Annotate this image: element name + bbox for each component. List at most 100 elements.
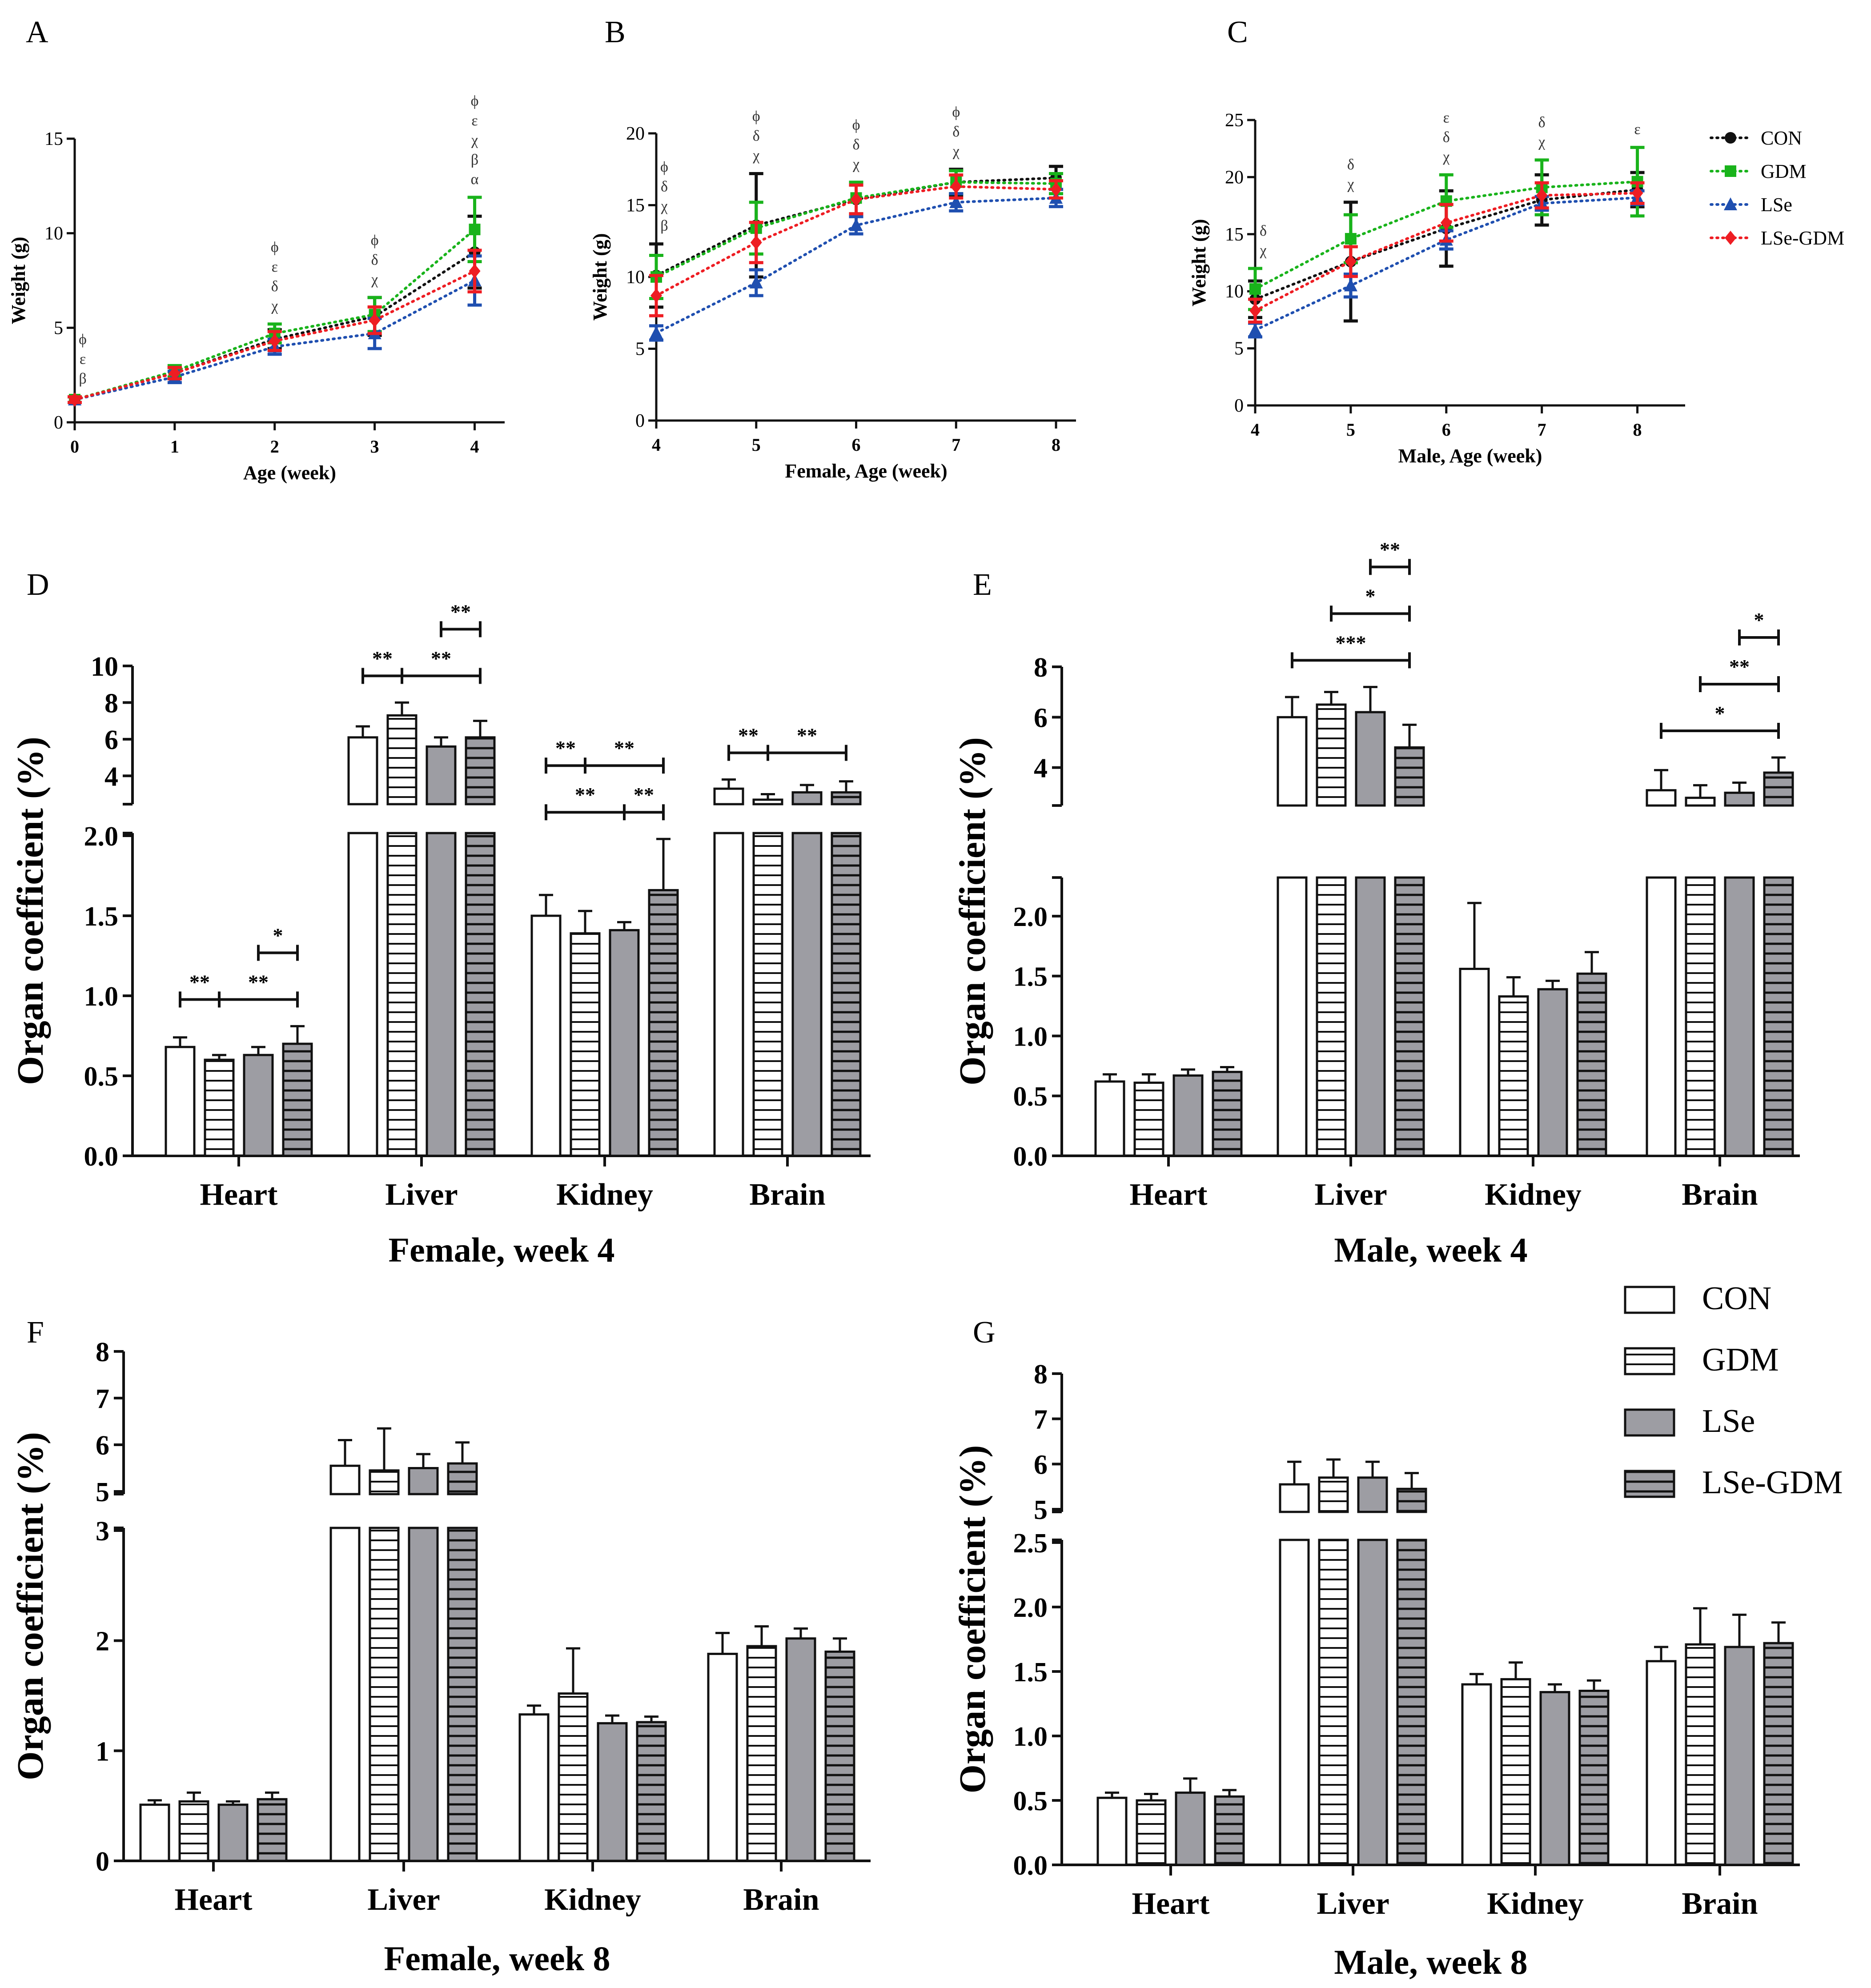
y-tick-label: 5: [1034, 1495, 1048, 1525]
bar-group-heart: [165, 1025, 313, 1157]
bar-heart-lse: [1175, 1792, 1206, 1866]
x-axis-label: Female, Age (week): [785, 460, 947, 482]
bar-liver-con: [1279, 1539, 1310, 1866]
y-tick-label: 0.5: [84, 1062, 119, 1092]
axes: 0 5 10 15 0 1 2 3 4 Age (week) Weight (g): [8, 129, 505, 484]
data-point-lse-gdm: [950, 179, 962, 194]
data-point-lse-gdm: [369, 313, 381, 328]
y-tick-label: 6: [1034, 1450, 1048, 1480]
annotation-symbol: ϕ: [471, 93, 479, 109]
panel-letter: D: [27, 568, 49, 602]
bar-liver-lse-gdm: [465, 832, 496, 1157]
legend-item-lse-gdm: LSe-GDM: [1710, 227, 1844, 249]
annotation-symbol: δ: [1538, 114, 1546, 131]
bar-brain-lse-gdm: [1763, 876, 1794, 1157]
data-point-lse: [1344, 278, 1357, 292]
annotation-symbol: ϕ: [752, 108, 760, 124]
y-tick-label: 2.0: [84, 822, 119, 852]
significance-label: **: [555, 737, 576, 759]
y-tick-label: 5: [635, 339, 645, 360]
legend-label: LSe-GDM: [1702, 1464, 1843, 1501]
series-line-lse: [1254, 196, 1639, 332]
bar-group-kidney: [530, 838, 679, 1157]
significance-label: **: [450, 600, 471, 623]
y-tick-label: 10: [91, 652, 118, 682]
bar-kidney-con: [1459, 967, 1490, 1157]
x-tick-label-kidney: Kidney: [1487, 1887, 1584, 1921]
y-tick-label: 0: [635, 411, 645, 431]
bar-group-kidney: [1461, 1661, 1610, 1866]
y-tick-label: 3: [96, 1516, 109, 1547]
y-tick-label: 15: [1225, 224, 1244, 245]
bar-brain-lse-gdm-upper: [831, 791, 862, 806]
annotation-symbol: ε: [1443, 109, 1449, 126]
annotation-symbol: ε: [272, 259, 278, 275]
annotation-symbol: δ: [1347, 156, 1354, 173]
axes: 0 5 10 15 20 4 5 6 7 8 Female, Age (week) Weight (g…: [589, 124, 1076, 482]
y-tick-label: 4: [1034, 754, 1048, 784]
annotation-symbol: χ: [1538, 134, 1545, 150]
significance-label: **: [372, 647, 393, 669]
significance-label: *: [1365, 585, 1376, 607]
annotation-symbol: ϕ: [271, 239, 279, 256]
panel-letter: E: [973, 568, 992, 602]
significance-label: **: [1380, 538, 1400, 561]
bar-group-heart: [1096, 1777, 1245, 1866]
y-tick-label: 10: [626, 267, 645, 288]
x-tick-label: 5: [752, 435, 761, 455]
y-tick-label: 15: [626, 196, 645, 216]
x-tick-label-heart: Heart: [1130, 1178, 1208, 1212]
y-axis-label: Weight (g): [589, 233, 611, 321]
y-tick-label: 1.5: [1013, 1657, 1048, 1687]
bar-liver-lse-upper: [1355, 711, 1386, 807]
bar-kidney-gdm: [1498, 995, 1529, 1157]
panel-letter: B: [605, 15, 626, 49]
legend-swatch-lse: [1624, 1408, 1675, 1437]
bar-brain-gdm-upper: [752, 798, 783, 806]
bar-kidney-con: [518, 1713, 550, 1862]
bar-liver-lse-upper: [1357, 1476, 1388, 1513]
bar-brain-con: [1646, 876, 1677, 1157]
bar-liver-gdm: [1318, 1539, 1349, 1866]
bar-group-liver: [347, 701, 496, 1157]
annotation-symbol: δ: [753, 128, 760, 144]
annotation-symbol: ϕ: [660, 159, 668, 176]
y-tick-label: 6: [96, 1431, 109, 1461]
significance-label: **: [431, 647, 451, 669]
data-point-lse-gdm: [469, 264, 481, 278]
y-axis-label: Organ coefficient (%): [10, 737, 51, 1085]
bar-kidney-gdm: [558, 1692, 589, 1862]
bar-liver-lse-upper: [408, 1467, 439, 1495]
bar-heart-gdm: [1133, 1082, 1164, 1157]
annotation-symbol: ε: [80, 351, 86, 368]
legend-swatch-lse-gdm: [1624, 1470, 1675, 1498]
bar-group-liver: [1277, 685, 1425, 1157]
bar-heart-con: [1096, 1796, 1128, 1866]
bar-brain-gdm: [1685, 1643, 1716, 1866]
x-tick-label: 0: [70, 437, 79, 457]
x-tick-label-liver: Liver: [1314, 1178, 1387, 1212]
y-tick-label: 15: [44, 129, 63, 149]
y-tick-label: 1.0: [1013, 1022, 1048, 1052]
bar-heart-lse-gdm: [1214, 1795, 1245, 1866]
data-point-lse-gdm: [1536, 188, 1548, 203]
bar-brain-lse-gdm: [831, 832, 862, 1157]
x-axis-label: Age (week): [243, 462, 336, 484]
panel-letter: A: [26, 15, 48, 49]
bar-brain-lse-gdm: [824, 1650, 855, 1862]
bar-liver-lse-gdm: [447, 1527, 478, 1862]
annotation-symbol: δ: [661, 179, 668, 195]
legend-swatch-con: [1624, 1286, 1675, 1314]
bar-kidney-lse-gdm: [648, 889, 679, 1157]
x-tick-label: 2: [270, 437, 279, 457]
data-point-lse-gdm: [750, 235, 762, 250]
x-tick-label-brain: Brain: [743, 1883, 819, 1917]
chart-title: Female, week 4: [389, 1230, 615, 1269]
bar-liver-gdm-upper: [1316, 703, 1347, 807]
panel-letter: C: [1227, 15, 1248, 49]
data-point-lse-gdm: [1249, 303, 1261, 318]
legend-marker-gdm: [1725, 165, 1736, 177]
x-tick-label: 4: [652, 435, 661, 455]
